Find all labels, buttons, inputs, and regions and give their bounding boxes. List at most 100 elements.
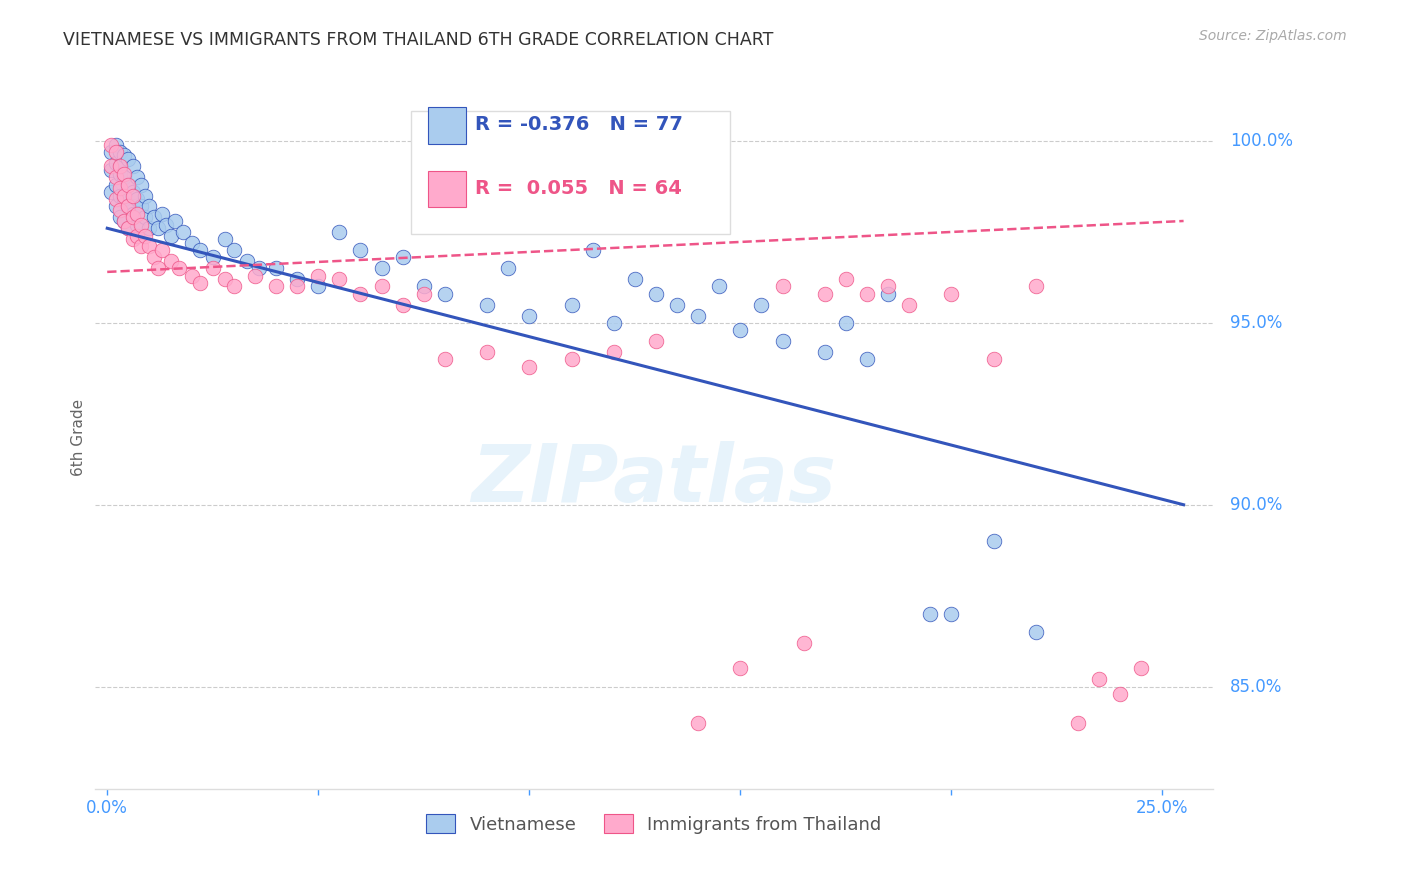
Text: 85.0%: 85.0% (1230, 678, 1282, 696)
Point (412, 286, 434, 301)
Point (138, 221, 160, 235)
Point (142, 251, 165, 265)
Point (117, 199, 139, 213)
Point (243, 268, 266, 283)
Point (877, 279, 900, 293)
Point (155, 218, 177, 232)
Point (751, 298, 773, 312)
Point (112, 192, 135, 206)
Point (150, 207, 173, 221)
Point (582, 243, 605, 257)
Point (129, 218, 152, 232)
Text: Source: ZipAtlas.com: Source: ZipAtlas.com (1199, 29, 1347, 43)
Point (201, 261, 224, 276)
Point (709, 279, 731, 293)
Point (129, 239, 152, 253)
Point (983, 352, 1005, 367)
Point (188, 243, 211, 257)
Point (138, 199, 160, 213)
FancyBboxPatch shape (427, 107, 465, 144)
Point (129, 199, 152, 213)
Point (307, 268, 329, 283)
Point (108, 160, 131, 174)
Point (983, 534, 1005, 549)
Point (349, 286, 371, 301)
Text: R =  0.055   N = 64: R = 0.055 N = 64 (475, 178, 682, 198)
Point (125, 207, 148, 221)
Text: 100.0%: 100.0% (1230, 132, 1294, 150)
Point (163, 214, 186, 228)
Point (104, 155, 127, 169)
Point (772, 279, 794, 293)
Point (772, 334, 794, 348)
Y-axis label: 6th Grade: 6th Grade (72, 399, 86, 476)
Point (856, 286, 879, 301)
Point (877, 286, 900, 301)
Point (104, 192, 127, 206)
Point (328, 225, 350, 239)
Point (201, 251, 224, 265)
Point (814, 286, 837, 301)
Point (730, 323, 752, 337)
Point (561, 352, 583, 367)
Point (835, 272, 858, 286)
Point (561, 298, 583, 312)
Point (835, 316, 858, 330)
Point (898, 298, 921, 312)
Point (104, 137, 127, 152)
Point (391, 251, 413, 265)
Point (117, 221, 139, 235)
Point (117, 221, 139, 235)
Point (1025, 279, 1047, 293)
Point (134, 211, 156, 225)
Point (433, 286, 456, 301)
Point (214, 232, 236, 246)
Point (172, 225, 194, 239)
Point (104, 145, 127, 159)
Point (112, 148, 135, 162)
Point (104, 170, 127, 185)
Point (349, 243, 371, 257)
Point (793, 636, 815, 650)
Point (307, 279, 329, 293)
FancyBboxPatch shape (411, 111, 730, 234)
Text: 95.0%: 95.0% (1230, 314, 1282, 332)
Point (1025, 625, 1047, 640)
Point (117, 152, 139, 166)
Point (496, 261, 519, 276)
Point (1130, 661, 1153, 675)
Point (222, 279, 245, 293)
Text: VIETNAMESE VS IMMIGRANTS FROM THAILAND 6TH GRADE CORRELATION CHART: VIETNAMESE VS IMMIGRANTS FROM THAILAND 6… (63, 31, 773, 49)
Point (108, 188, 131, 202)
Point (146, 221, 169, 235)
Point (159, 254, 181, 268)
Legend: Vietnamese, Immigrants from Thailand: Vietnamese, Immigrants from Thailand (418, 805, 890, 843)
Point (856, 352, 879, 367)
Point (100, 163, 122, 178)
Point (222, 243, 245, 257)
Point (121, 211, 143, 225)
Point (1109, 687, 1132, 701)
Point (328, 272, 350, 286)
Point (121, 160, 143, 174)
Point (121, 207, 143, 221)
FancyBboxPatch shape (427, 170, 465, 207)
Point (150, 243, 173, 257)
Point (920, 607, 942, 621)
Point (129, 178, 152, 192)
Point (121, 188, 143, 202)
Point (688, 716, 710, 731)
Point (214, 272, 236, 286)
Point (100, 160, 122, 174)
Point (1067, 716, 1090, 731)
Point (603, 345, 626, 359)
Point (814, 345, 837, 359)
Point (121, 185, 143, 199)
Point (167, 261, 190, 276)
Point (117, 199, 139, 213)
Point (180, 268, 202, 283)
Point (285, 279, 308, 293)
Point (125, 192, 148, 206)
Point (121, 232, 143, 246)
Point (108, 202, 131, 217)
